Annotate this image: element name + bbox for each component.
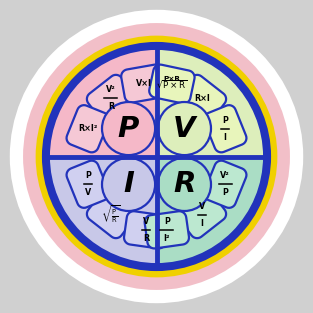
Ellipse shape <box>158 102 211 155</box>
Text: V²: V² <box>220 171 230 180</box>
Circle shape <box>10 10 303 303</box>
Text: P×R: P×R <box>163 76 180 82</box>
Ellipse shape <box>102 158 155 211</box>
Ellipse shape <box>158 158 211 211</box>
Text: R×I²: R×I² <box>78 124 98 133</box>
Polygon shape <box>87 192 135 238</box>
Text: P: P <box>164 217 170 226</box>
Text: V: V <box>143 217 149 226</box>
Polygon shape <box>87 75 135 121</box>
Polygon shape <box>178 192 226 238</box>
Text: V: V <box>85 188 91 197</box>
Polygon shape <box>145 211 189 249</box>
Polygon shape <box>149 64 195 104</box>
Text: $\sqrt{\mathrm{P\times R}}$: $\sqrt{\mathrm{P\times R}}$ <box>156 78 188 90</box>
Polygon shape <box>121 64 166 103</box>
Text: R: R <box>108 102 114 111</box>
Text: V×I: V×I <box>136 79 151 88</box>
Text: V: V <box>173 115 196 142</box>
Text: P: P <box>85 171 91 180</box>
Text: I²: I² <box>164 234 170 243</box>
Polygon shape <box>48 156 156 265</box>
Circle shape <box>3 3 310 310</box>
Polygon shape <box>156 156 265 265</box>
Text: I: I <box>224 133 227 142</box>
Polygon shape <box>156 48 265 156</box>
Circle shape <box>42 42 271 271</box>
Text: V²: V² <box>106 85 116 94</box>
Circle shape <box>23 23 290 290</box>
Ellipse shape <box>102 102 155 155</box>
Text: I: I <box>123 171 134 198</box>
Text: P: P <box>118 115 139 142</box>
Text: $\sqrt{\frac{\mathrm{P}}{\mathrm{R}}}$: $\sqrt{\frac{\mathrm{P}}{\mathrm{R}}}$ <box>101 204 121 225</box>
Text: R×I: R×I <box>194 94 210 103</box>
Text: I: I <box>201 219 203 228</box>
Text: P: P <box>222 116 228 125</box>
Polygon shape <box>48 48 156 156</box>
Text: V: V <box>199 202 205 211</box>
Polygon shape <box>67 105 109 152</box>
Text: P: P <box>222 188 228 197</box>
Text: R: R <box>173 171 196 198</box>
Polygon shape <box>204 161 246 208</box>
Text: R: R <box>143 234 149 243</box>
Polygon shape <box>67 161 109 208</box>
Polygon shape <box>124 211 168 249</box>
Circle shape <box>36 36 277 277</box>
Polygon shape <box>204 105 246 152</box>
Polygon shape <box>178 75 226 121</box>
